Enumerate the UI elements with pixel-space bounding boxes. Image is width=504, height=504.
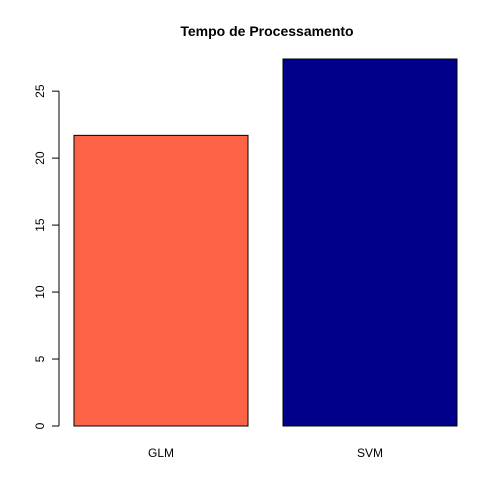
y-tick-label: 20 xyxy=(33,151,47,165)
x-category-label: GLM xyxy=(148,446,174,460)
bar-svm xyxy=(282,58,458,427)
y-tick-label: 10 xyxy=(33,285,47,299)
y-tick-label: 25 xyxy=(33,84,47,98)
chart-title: Tempo de Processamento xyxy=(180,23,353,39)
bars xyxy=(73,58,458,427)
x-axis-labels: GLM SVM xyxy=(148,446,383,460)
bar-glm xyxy=(73,134,249,427)
x-category-label: SVM xyxy=(357,446,383,460)
y-axis: 0 5 10 15 20 25 xyxy=(33,84,60,429)
y-tick-label: 15 xyxy=(33,218,47,232)
y-tick-label: 5 xyxy=(33,355,47,362)
y-tick-label: 0 xyxy=(33,422,47,429)
